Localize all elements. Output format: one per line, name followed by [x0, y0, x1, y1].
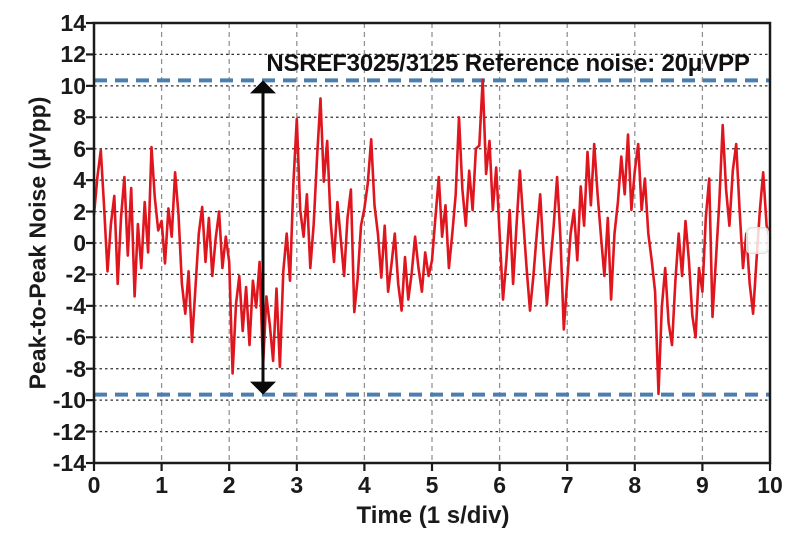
y-tick-label: 8: [73, 104, 86, 131]
x-tick-label: 2: [222, 472, 236, 498]
watermark-blob: [746, 227, 769, 254]
x-tick-label: 6: [493, 472, 506, 498]
x-tick-label: 8: [628, 472, 642, 498]
x-tick-label: 0: [87, 472, 101, 498]
y-tick-label: -8: [65, 355, 86, 382]
reference-noise-annotation: NSREF3025/3125 Reference noise: 20μVPP: [266, 50, 750, 77]
x-tick-label: 9: [695, 472, 709, 498]
y-tick-label: 10: [60, 72, 86, 99]
y-tick-label: -2: [65, 261, 86, 288]
x-tick-label: 7: [560, 472, 574, 498]
x-tick-label: 4: [357, 472, 371, 498]
x-tick-label: 3: [290, 472, 304, 498]
y-tick-label: 6: [73, 135, 86, 162]
y-tick-label: 12: [60, 41, 86, 68]
x-tick-label: 1: [155, 472, 168, 498]
plot-border: [92, 21, 772, 465]
arrowhead-up-icon: [250, 80, 276, 94]
x-axis-title: Time (1 s/div): [356, 502, 510, 529]
x-tick-label: 5: [425, 472, 439, 498]
y-tick-label: -12: [52, 418, 86, 445]
y-tick-label: 4: [73, 167, 86, 194]
y-tick-label: -10: [52, 387, 86, 414]
y-tick-label: -6: [65, 324, 86, 351]
y-tick-label: 2: [73, 198, 86, 225]
noise-trace: [92, 78, 772, 396]
y-tick-label: -14: [52, 450, 86, 476]
y-tick-label: -4: [65, 292, 86, 319]
arrowhead-down-icon: [250, 381, 276, 395]
y-tick-label: 14: [60, 10, 86, 36]
x-tick-label: 10: [757, 472, 783, 498]
y-tick-label: 0: [73, 230, 86, 256]
